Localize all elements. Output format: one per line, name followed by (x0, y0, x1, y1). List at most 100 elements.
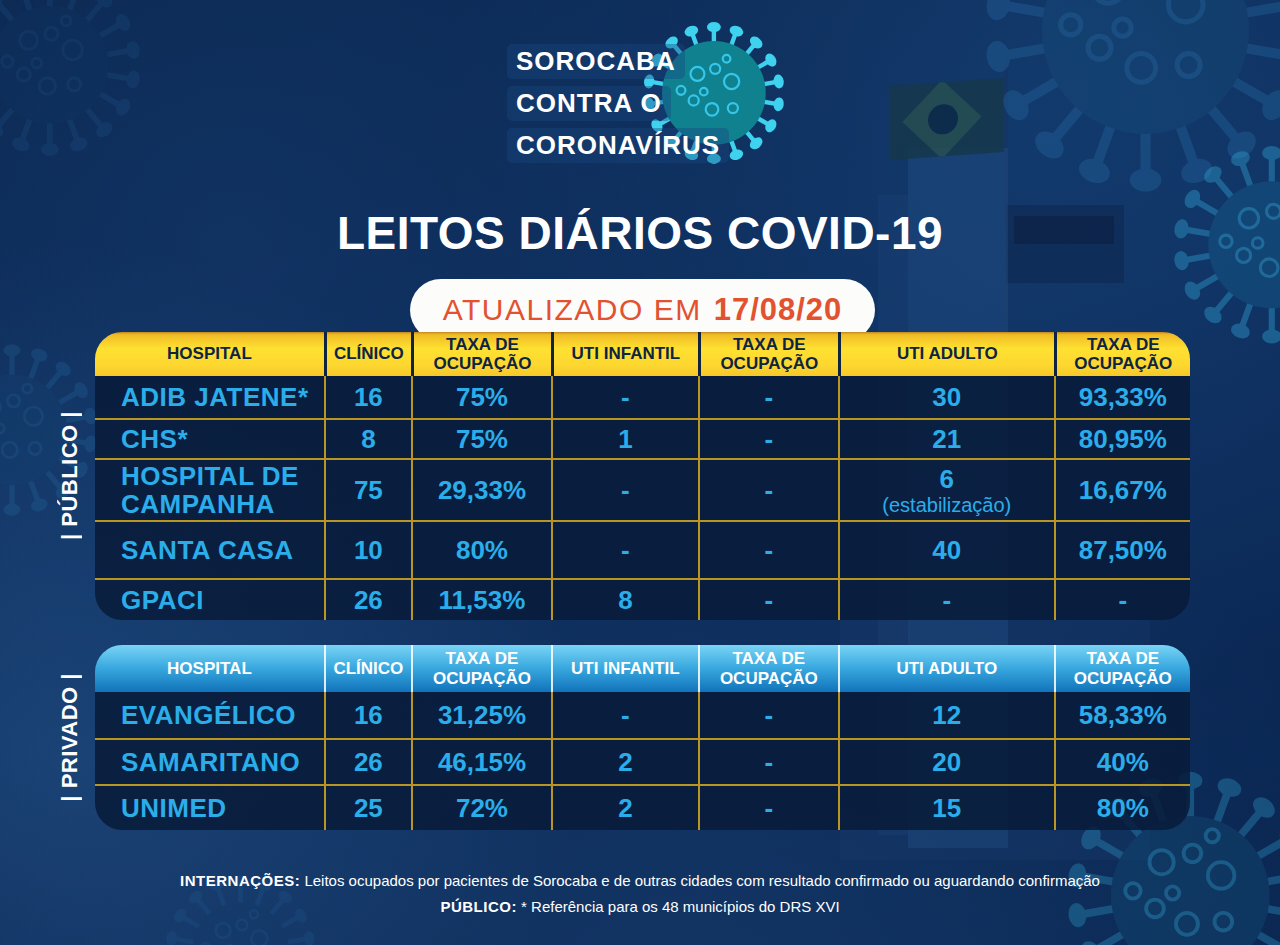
page-title: LEITOS DIÁRIOS COVID-19 (0, 206, 1280, 260)
footnote-publico: PÚBLICO: * Referência para os 48 municíp… (0, 898, 1280, 915)
hospital-name: SAMARITANO (95, 738, 324, 784)
cell: 25 (324, 784, 411, 830)
cell: 87,50% (1054, 520, 1190, 578)
hospital-name: GPACI (95, 578, 324, 620)
cell: 40 (838, 520, 1054, 578)
cell: 15 (838, 784, 1054, 830)
column-header: UTI ADULTO (838, 645, 1054, 692)
cell: 2 (551, 738, 698, 784)
cell: 80% (1054, 784, 1190, 830)
cell: - (698, 520, 838, 578)
cell: - (698, 784, 838, 830)
hospital-name: HOSPITAL DE CAMPANHA (95, 458, 324, 520)
cell: 75% (411, 376, 551, 418)
cell: 26 (324, 578, 411, 620)
hospital-name: SANTA CASA (95, 520, 324, 578)
cell: 26 (324, 738, 411, 784)
column-header: TAXA DE OCUPAÇÃO (698, 645, 838, 692)
cell: 8 (324, 418, 411, 458)
cell: 1 (551, 418, 698, 458)
column-header: CLÍNICO (324, 645, 411, 692)
cell: 75 (324, 458, 411, 520)
cell: 46,15% (411, 738, 551, 784)
cell: 40% (1054, 738, 1190, 784)
footnote-label: PÚBLICO: (440, 898, 517, 915)
cell: 16 (324, 376, 411, 418)
column-header: TAXA DE OCUPAÇÃO (411, 645, 551, 692)
section-label-privado: | PRIVADO | (50, 645, 90, 830)
logo-line: CORONAVÍRUS (507, 128, 729, 163)
logo-line: SOROCABA (507, 44, 685, 79)
cell: 30 (838, 376, 1054, 418)
cell: 58,33% (1054, 692, 1190, 738)
hospital-name: ADIB JATENE* (95, 376, 324, 418)
content: SOROCABA CONTRA O CORONAVÍRUS LEITOS DIÁ… (0, 0, 1280, 945)
cell: 29,33% (411, 458, 551, 520)
cell: 6(estabilização) (838, 458, 1054, 520)
column-header: TAXA DE OCUPAÇÃO (698, 332, 838, 376)
cell: 16,67% (1054, 458, 1190, 520)
table-row: EVANGÉLICO1631,25%--1258,33% (95, 692, 1190, 738)
cell: - (698, 578, 838, 620)
cell: - (551, 520, 698, 578)
footnote-label: INTERNAÇÕES: (180, 872, 300, 889)
cell: 16 (324, 692, 411, 738)
table-row: HOSPITAL DE CAMPANHA7529,33%--6(estabili… (95, 458, 1190, 520)
updated-label: ATUALIZADO EM (443, 293, 702, 327)
column-header: TAXA DE OCUPAÇÃO (411, 332, 551, 376)
private-hospitals-section: | PRIVADO |HOSPITALCLÍNICOTAXA DE OCUPAÇ… (95, 645, 1190, 830)
cell: - (838, 578, 1054, 620)
cell: - (1054, 578, 1190, 620)
table-row: CHS*875%1-2180,95% (95, 418, 1190, 458)
cell: 2 (551, 784, 698, 830)
public-hospitals-section: | PÚBLICO |HOSPITALCLÍNICOTAXA DE OCUPAÇ… (95, 332, 1190, 620)
updated-date: 17/08/20 (714, 292, 843, 328)
cell: 10 (324, 520, 411, 578)
cell: 80% (411, 520, 551, 578)
footnote-text: Leitos ocupados por pacientes de Sorocab… (304, 872, 1100, 889)
column-header: UTI INFANTIL (551, 332, 698, 376)
column-header: CLÍNICO (324, 332, 411, 376)
cell: 93,33% (1054, 376, 1190, 418)
column-header: HOSPITAL (95, 332, 324, 376)
infographic: SOROCABA CONTRA O CORONAVÍRUS LEITOS DIÁ… (0, 0, 1280, 945)
hospital-name: UNIMED (95, 784, 324, 830)
cell: 11,53% (411, 578, 551, 620)
hospital-name: CHS* (95, 418, 324, 458)
table-row: SANTA CASA1080%--4087,50% (95, 520, 1190, 578)
cell: 80,95% (1054, 418, 1190, 458)
cell: - (698, 692, 838, 738)
footnote-text: * Referência para os 48 municípios do DR… (521, 898, 840, 915)
cell: 12 (838, 692, 1054, 738)
cell: - (698, 738, 838, 784)
cell: - (698, 418, 838, 458)
header-row: HOSPITALCLÍNICOTAXA DE OCUPAÇÃOUTI INFAN… (95, 645, 1190, 692)
footnote-internacoes: INTERNAÇÕES: Leitos ocupados por pacient… (0, 872, 1280, 889)
table-row: UNIMED2572%2-1580% (95, 784, 1190, 830)
logo-line: CONTRA O (507, 86, 671, 121)
campaign-logo: SOROCABA CONTRA O CORONAVÍRUS (507, 44, 729, 170)
public-hospitals-table: HOSPITALCLÍNICOTAXA DE OCUPAÇÃOUTI INFAN… (95, 332, 1190, 620)
table-row: ADIB JATENE*1675%--3093,33% (95, 376, 1190, 418)
header-row: HOSPITALCLÍNICOTAXA DE OCUPAÇÃOUTI INFAN… (95, 332, 1190, 376)
column-header: TAXA DE OCUPAÇÃO (1054, 332, 1190, 376)
cell: - (698, 376, 838, 418)
private-hospitals-table: HOSPITALCLÍNICOTAXA DE OCUPAÇÃOUTI INFAN… (95, 645, 1190, 830)
column-header: UTI ADULTO (838, 332, 1054, 376)
cell: 21 (838, 418, 1054, 458)
column-header: TAXA DE OCUPAÇÃO (1054, 645, 1190, 692)
table-row: GPACI2611,53%8--- (95, 578, 1190, 620)
hospital-name: EVANGÉLICO (95, 692, 324, 738)
cell: 8 (551, 578, 698, 620)
cell: - (551, 376, 698, 418)
cell: 75% (411, 418, 551, 458)
cell: - (551, 458, 698, 520)
cell: 31,25% (411, 692, 551, 738)
cell: - (551, 692, 698, 738)
cell: 72% (411, 784, 551, 830)
section-label-publico: | PÚBLICO | (50, 332, 90, 620)
column-header: HOSPITAL (95, 645, 324, 692)
column-header: UTI INFANTIL (551, 645, 698, 692)
table-row: SAMARITANO2646,15%2-2040% (95, 738, 1190, 784)
cell: 20 (838, 738, 1054, 784)
